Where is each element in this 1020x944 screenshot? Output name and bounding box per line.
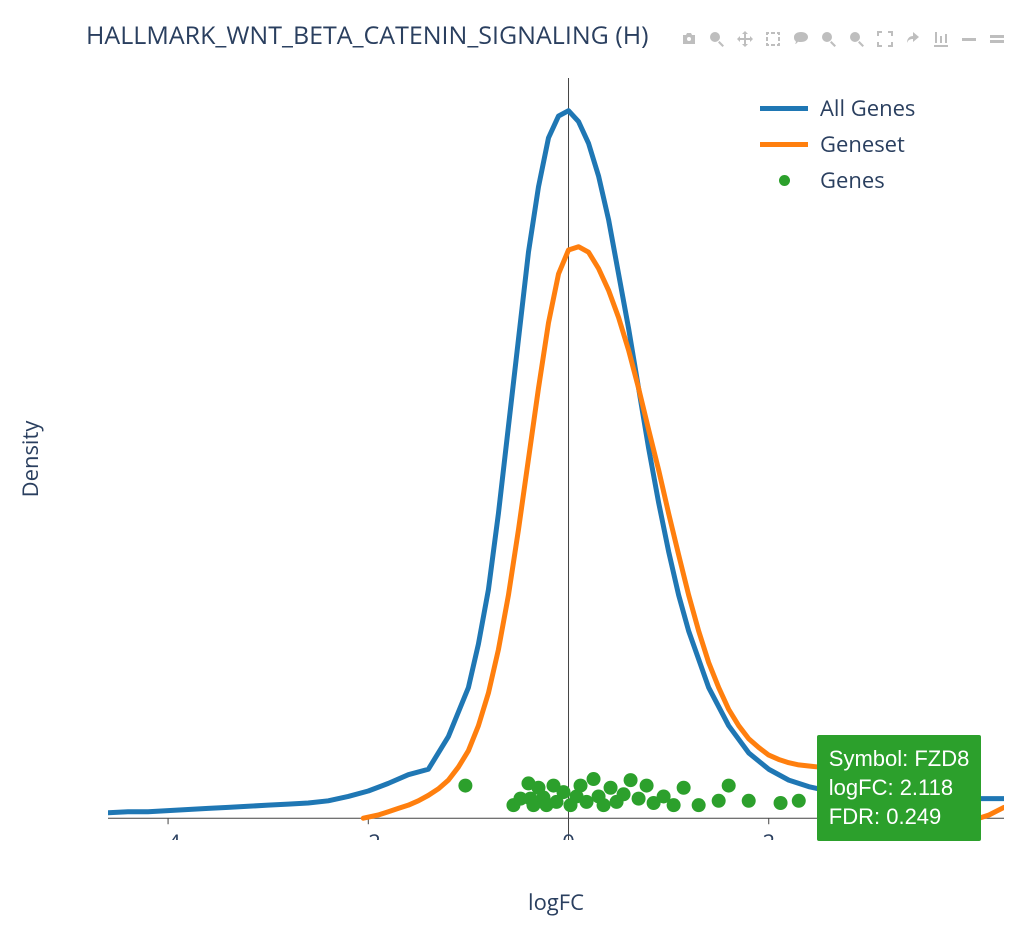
reset-axes-icon[interactable] bbox=[902, 28, 924, 50]
gene-point[interactable] bbox=[557, 785, 571, 799]
zoom-in-icon[interactable] bbox=[818, 28, 840, 50]
gene-point[interactable] bbox=[587, 772, 601, 786]
gene-point[interactable] bbox=[632, 792, 646, 806]
gene-point[interactable] bbox=[667, 798, 681, 812]
legend-item-genes[interactable]: Genes bbox=[760, 162, 998, 198]
tooltip-line: Symbol: FZD8 bbox=[829, 745, 970, 774]
legend-swatch bbox=[760, 142, 808, 147]
gene-point[interactable] bbox=[677, 781, 691, 795]
gene-point[interactable] bbox=[597, 798, 611, 812]
y-axis-label: Density bbox=[15, 420, 45, 498]
hover-tooltip: Symbol: FZD8logFC: 2.118FDR: 0.249 bbox=[817, 735, 982, 841]
tooltip-line: logFC: 2.118 bbox=[829, 774, 970, 803]
legend-label: Geneset bbox=[820, 129, 905, 159]
svg-text:−2: −2 bbox=[356, 827, 381, 840]
box-select-icon[interactable] bbox=[762, 28, 784, 50]
legend-label: Genes bbox=[820, 165, 885, 195]
lasso-icon[interactable] bbox=[790, 28, 812, 50]
gene-point[interactable] bbox=[604, 781, 618, 795]
gene-point[interactable] bbox=[574, 779, 588, 793]
gene-point[interactable] bbox=[640, 779, 654, 793]
svg-text:−4: −4 bbox=[155, 827, 181, 840]
gene-point[interactable] bbox=[792, 794, 806, 808]
trace-geneset[interactable] bbox=[363, 247, 1004, 819]
legend-swatch bbox=[760, 173, 808, 187]
gene-point[interactable] bbox=[712, 794, 726, 808]
chart-title: HALLMARK_WNT_BETA_CATENIN_SIGNALING (H) bbox=[86, 18, 649, 52]
zoom-out-icon[interactable] bbox=[846, 28, 868, 50]
gene-point[interactable] bbox=[774, 796, 788, 810]
gene-point[interactable] bbox=[458, 779, 472, 793]
svg-text:0: 0 bbox=[562, 827, 575, 840]
legend-item-all-genes[interactable]: All Genes bbox=[760, 90, 998, 126]
x-axis-label: logFC bbox=[528, 887, 584, 917]
chart-legend: All Genes Geneset Genes bbox=[760, 90, 998, 198]
plotly-modebar bbox=[674, 26, 1012, 52]
gene-point[interactable] bbox=[742, 794, 756, 808]
legend-item-geneset[interactable]: Geneset bbox=[760, 126, 998, 162]
autoscale-icon[interactable] bbox=[874, 28, 896, 50]
density-chart: HALLMARK_WNT_BETA_CATENIN_SIGNALING (H) … bbox=[0, 0, 1020, 944]
tooltip-line: FDR: 0.249 bbox=[829, 803, 970, 832]
camera-icon[interactable] bbox=[678, 28, 700, 50]
gene-point[interactable] bbox=[617, 787, 631, 801]
svg-text:2: 2 bbox=[762, 827, 775, 840]
spike-lines-icon[interactable] bbox=[930, 28, 952, 50]
hover-closest-icon[interactable] bbox=[958, 28, 980, 50]
gene-point[interactable] bbox=[692, 798, 706, 812]
zoom-icon[interactable] bbox=[706, 28, 728, 50]
legend-label: All Genes bbox=[820, 93, 915, 123]
gene-point[interactable] bbox=[580, 795, 594, 809]
trace-all_genes[interactable] bbox=[108, 111, 1004, 813]
legend-swatch bbox=[760, 106, 808, 111]
gene-point[interactable] bbox=[624, 773, 638, 787]
gene-point[interactable] bbox=[722, 779, 736, 793]
pan-icon[interactable] bbox=[734, 28, 756, 50]
hover-compare-icon[interactable] bbox=[986, 28, 1008, 50]
